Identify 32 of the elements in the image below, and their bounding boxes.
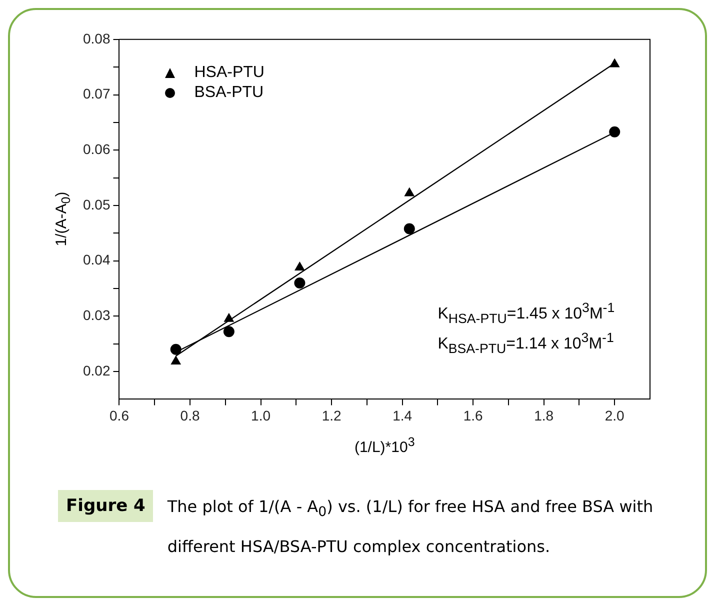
caption: Figure 4	[58, 490, 154, 522]
y-tick-label: 0.06	[83, 140, 110, 157]
legend-label: BSA-PTU	[194, 84, 264, 102]
text: The plot of 1/(A - A$_{0}$) vs. (1/L) for free HSA and free BSA with different HSA/BSA-PTU complex concentrations.	[167, 497, 654, 556]
y-tick-label: 0.02	[83, 362, 110, 378]
y-tick-label: 0.05	[83, 196, 110, 212]
annotation: K$_{HSA-PTU}$=1.45 x 10$^{3}$M$^{-1}$	[438, 300, 615, 326]
point	[171, 356, 181, 365]
x-tick-label: 1.4	[392, 407, 412, 424]
x-tick-label: 0.6	[110, 407, 130, 424]
annotation: K$_{BSA-PTU}$=1.14 x 10$^{3}$M$^{-1}$	[438, 330, 614, 356]
x-tick-label: 1.2	[322, 407, 342, 424]
x-tick-label: 1.6	[463, 407, 484, 424]
point	[404, 188, 414, 196]
point	[224, 313, 234, 322]
point	[294, 262, 305, 270]
y-tick-label: 0.03	[83, 307, 110, 324]
y-tick-label: 0.07	[83, 86, 110, 102]
x-axis-title: (1/L)*10$^{3}$	[354, 435, 415, 456]
point	[223, 326, 234, 338]
text: 2.0	[604, 407, 624, 424]
text: 1.0	[251, 407, 271, 424]
x-tick-label: 0.8	[180, 407, 200, 424]
point	[294, 277, 306, 288]
point	[404, 223, 415, 234]
y-tick-label: 0.04	[83, 252, 110, 268]
legend-label: HSA-PTU	[194, 64, 264, 82]
y-tick-label: 0.08	[83, 30, 110, 46]
x-tick-label: 1.8	[534, 407, 554, 424]
point	[609, 126, 620, 138]
point	[610, 58, 620, 68]
point	[170, 344, 182, 355]
